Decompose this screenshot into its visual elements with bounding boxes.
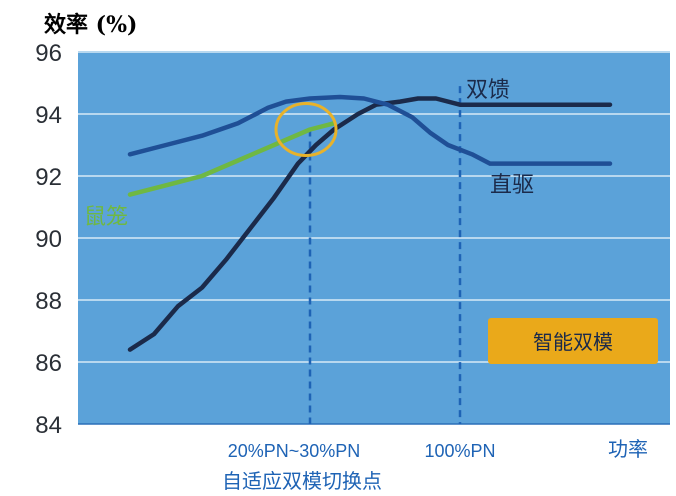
series-line-0 — [127, 96, 613, 352]
y-tick-88: 88 — [35, 288, 62, 315]
switch-point-marker — [274, 102, 338, 157]
x-tick-labels: 20%PN~30%PN 100%PN — [228, 441, 496, 461]
x-tick-1: 100%PN — [424, 441, 495, 461]
y-tick-90: 90 — [35, 226, 62, 253]
y-tick-92: 92 — [35, 164, 62, 191]
annotation-badge-label: 智能双模 — [533, 330, 613, 354]
series-line-1 — [127, 94, 613, 166]
y-tick-86: 86 — [35, 350, 62, 377]
series-line-2 — [127, 121, 337, 197]
series-lines — [127, 94, 613, 352]
annotation-badge — [488, 318, 658, 364]
x-axis-label: 功率 — [608, 437, 648, 461]
y-tick-96: 96 — [35, 40, 62, 67]
x-tick-0: 20%PN~30%PN — [228, 441, 361, 461]
y-tick-labels: 84 86 88 90 92 94 96 — [35, 40, 62, 439]
series-label-direct-drive: 直驱 — [490, 173, 534, 198]
series-label-doubly-fed: 双馈 — [466, 78, 510, 103]
gridlines — [78, 51, 670, 425]
switch-point-lines — [308, 86, 462, 424]
y-axis-label: 效率 (%) — [44, 12, 137, 38]
y-tick-84: 84 — [35, 412, 62, 439]
series-label-squirrel-cage: 鼠笼 — [84, 205, 128, 230]
y-tick-94: 94 — [35, 102, 62, 129]
switch-point-label: 自适应双模切换点 — [222, 469, 382, 493]
